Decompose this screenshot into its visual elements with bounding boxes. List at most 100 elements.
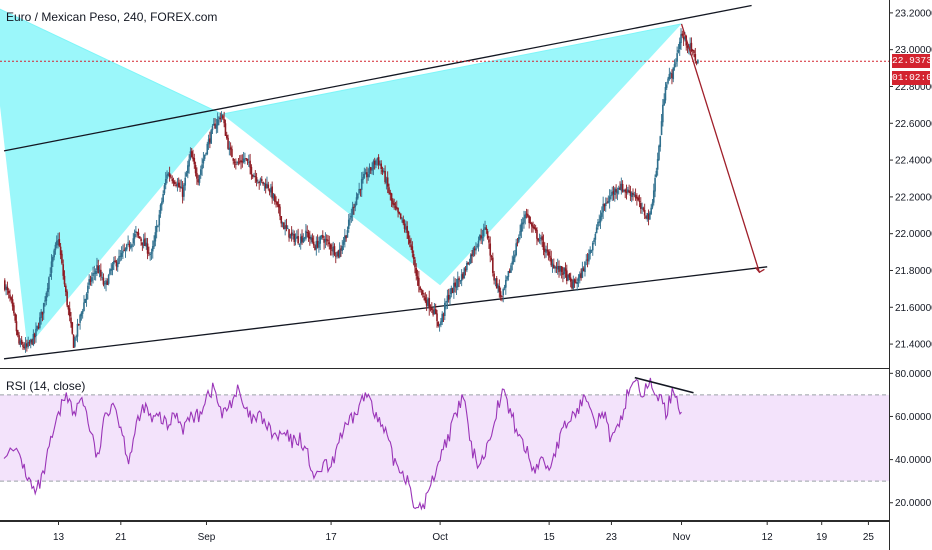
candle-body bbox=[84, 298, 87, 303]
candle-body bbox=[355, 197, 358, 205]
candle-body bbox=[494, 278, 497, 281]
candle-body bbox=[486, 231, 489, 239]
candle-body bbox=[673, 63, 676, 68]
candle-body bbox=[187, 165, 189, 174]
candle-body bbox=[290, 232, 293, 236]
candle-body bbox=[122, 250, 124, 254]
candle-body bbox=[240, 160, 242, 163]
candle-body bbox=[345, 235, 347, 239]
candle-body bbox=[636, 196, 638, 199]
candle-body bbox=[463, 268, 466, 279]
candle-body bbox=[298, 243, 301, 245]
candle-body bbox=[372, 161, 375, 170]
candle-body bbox=[598, 221, 601, 223]
candle-body bbox=[682, 36, 685, 40]
candle-body bbox=[638, 201, 641, 203]
candle-body bbox=[532, 225, 534, 229]
candle-body bbox=[620, 183, 623, 191]
candle-body bbox=[315, 241, 318, 250]
candle-body bbox=[508, 270, 511, 273]
candle-body bbox=[100, 269, 102, 277]
candle-body bbox=[50, 261, 53, 273]
candle-body bbox=[10, 297, 13, 300]
candle-body bbox=[151, 246, 154, 252]
candle-body bbox=[634, 194, 637, 199]
candle-body bbox=[660, 121, 663, 135]
harmonic-triangle-2 bbox=[222, 23, 682, 286]
candle-body bbox=[625, 191, 628, 193]
symbol-title[interactable]: Euro / Mexican Peso, 240, FOREX.com bbox=[6, 10, 218, 24]
candle-body bbox=[314, 246, 316, 251]
candle-body bbox=[198, 175, 201, 183]
candle-body bbox=[120, 252, 123, 257]
candle-body bbox=[222, 115, 224, 119]
candle-body bbox=[175, 184, 177, 186]
candle-body bbox=[113, 261, 115, 265]
candle-body bbox=[323, 238, 325, 243]
price-pane[interactable] bbox=[0, 4, 889, 360]
candle-body bbox=[627, 189, 629, 192]
candle-body bbox=[81, 310, 84, 314]
candle-body bbox=[24, 343, 27, 349]
candle-body bbox=[136, 232, 138, 234]
time-axis[interactable]: 13 21 Sep 17 Oct 15 23 Nov 12 19 25 bbox=[53, 521, 874, 543]
candle-body bbox=[228, 147, 231, 151]
rsi-title[interactable]: RSI (14, close) bbox=[6, 379, 86, 393]
candle-body bbox=[569, 277, 572, 282]
price-axis[interactable]: 23.20000 23.00000 22.80000 22.60000 22.40000… bbox=[889, 8, 932, 351]
candle-body bbox=[571, 281, 573, 289]
candle-body bbox=[359, 189, 362, 191]
candle-body bbox=[568, 273, 571, 278]
candle-body bbox=[16, 330, 19, 336]
candle-body bbox=[614, 188, 616, 196]
candle-body bbox=[232, 158, 235, 161]
candle-body bbox=[580, 273, 582, 279]
candle-body bbox=[48, 277, 50, 290]
candle-body bbox=[96, 264, 98, 271]
candle-body bbox=[458, 278, 460, 280]
candle-body bbox=[146, 243, 149, 254]
candle-body bbox=[472, 247, 475, 256]
candle-body bbox=[39, 317, 41, 328]
candle-body bbox=[505, 279, 507, 288]
candle-body bbox=[684, 36, 686, 40]
rsi-pane[interactable] bbox=[0, 376, 889, 511]
candle-body bbox=[589, 249, 591, 254]
candle-body bbox=[360, 179, 363, 190]
candle-body bbox=[584, 261, 586, 273]
time-tick-label: Oct bbox=[432, 532, 448, 543]
candle-body bbox=[334, 255, 337, 257]
candle-body bbox=[558, 265, 560, 273]
rsi-axis[interactable]: 80.0000 60.0000 40.0000 20.0000 bbox=[889, 369, 932, 509]
time-tick-label: 15 bbox=[544, 532, 556, 543]
candle-body bbox=[325, 239, 328, 241]
candle-body bbox=[573, 279, 576, 283]
candle-body bbox=[515, 243, 517, 256]
candle-body bbox=[75, 336, 77, 338]
candle-body bbox=[238, 161, 241, 163]
candle-body bbox=[367, 174, 370, 178]
candle-body bbox=[307, 232, 310, 239]
candle-body bbox=[444, 302, 446, 316]
candle-body bbox=[611, 191, 614, 196]
pane-divider[interactable] bbox=[0, 368, 890, 369]
candle-body bbox=[654, 177, 656, 192]
candle-body bbox=[220, 114, 223, 119]
candle-body bbox=[128, 243, 131, 248]
candle-body bbox=[6, 286, 9, 291]
candle-body bbox=[259, 178, 262, 183]
candle-body bbox=[419, 286, 421, 290]
candle-body bbox=[270, 187, 272, 193]
candle-body bbox=[145, 242, 148, 247]
candle-body bbox=[36, 325, 39, 330]
candle-body bbox=[493, 273, 495, 281]
candle-body bbox=[528, 216, 530, 224]
candle-body bbox=[41, 311, 44, 315]
candle-body bbox=[286, 228, 289, 230]
price-tick-label: 21.40000 bbox=[895, 340, 932, 351]
candle-body bbox=[212, 123, 215, 126]
candle-body bbox=[192, 156, 194, 160]
candle-body bbox=[456, 278, 459, 287]
candle-body bbox=[455, 286, 458, 288]
